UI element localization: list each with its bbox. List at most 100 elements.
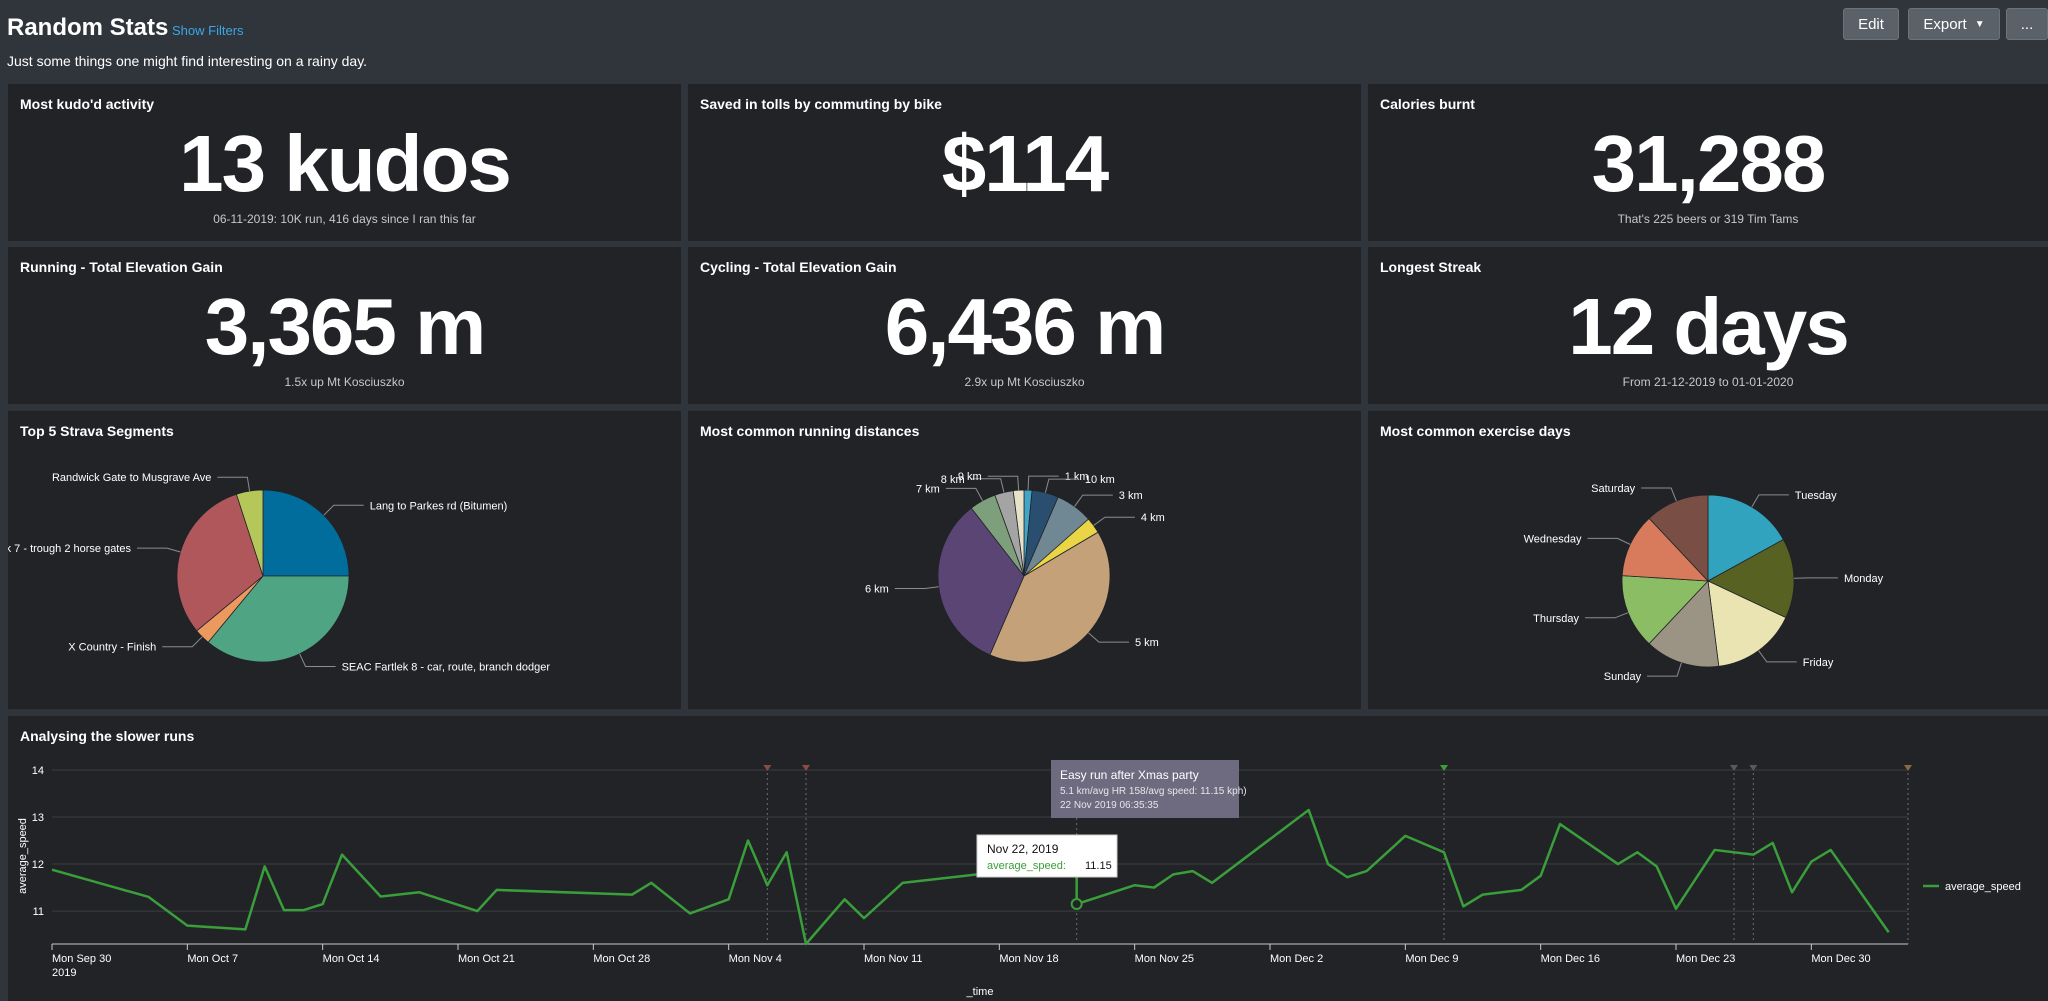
pie-chart-days[interactable]: Tuesday Monday Friday Sunday Thursday Wednesd…: [1368, 411, 2048, 709]
single-value: 31,288: [1591, 119, 1827, 208]
pie-slice[interactable]: [1621, 575, 1709, 645]
pie-chart-segments[interactable]: Lang to Parkes rd (Bitumen) SEAC Fartlek …: [8, 411, 681, 709]
annotation-tooltip-bg: [1051, 760, 1239, 818]
pie-leader-line: [945, 487, 984, 501]
pie-slice[interactable]: [207, 575, 350, 663]
panel-title: Top 5 Strava Segments: [20, 423, 174, 439]
pie-slice[interactable]: [262, 489, 350, 577]
x-tick-label: Mon Nov 18: [999, 953, 1058, 965]
annotation-marker-icon[interactable]: [802, 765, 810, 771]
panel-calories: Calories burnt 31,288 That's 225 beers o…: [1368, 84, 2048, 241]
panel-title: Running - Total Elevation Gain: [20, 259, 223, 275]
panel-most-kudos: Most kudo'd activity 13 kudos 06-11-2019…: [8, 84, 681, 241]
legend[interactable]: average_speed: [1923, 881, 2021, 893]
pie-slice-label: 10 km: [1085, 474, 1115, 486]
pie-slice-label: Sunday: [1604, 671, 1642, 683]
line-chart-average-speed[interactable]: 11 12 13 14 Mon Sep 30 2019 Mon Oct 7 Mon Oct 1…: [8, 716, 2048, 1001]
annotation-tooltip-detail: 5.1 km/avg HR 158/avg speed: 11.15 kph): [1060, 786, 1247, 797]
series-line-average-speed[interactable]: [51, 808, 1890, 946]
pie-leader-line: [1044, 478, 1079, 493]
x-tick-label: Mon Oct 7: [187, 953, 238, 965]
single-value-caption: 06-11-2019: 10K run, 416 days since I ra…: [213, 212, 476, 226]
x-tick-label: Mon Sep 30: [52, 953, 111, 965]
pie-slice[interactable]: [1648, 580, 1720, 668]
y-axis-title: average_speed: [17, 818, 29, 894]
panel-tolls-saved: Saved in tolls by commuting by bike $114: [688, 84, 1361, 241]
annotation-marker-icon[interactable]: [1904, 765, 1912, 771]
dashboard-description: Just some things one might find interest…: [7, 53, 368, 69]
panel-title: Most kudo'd activity: [20, 96, 155, 112]
more-actions-button[interactable]: ...: [2006, 8, 2048, 40]
edit-button[interactable]: Edit: [1843, 8, 1899, 40]
pie-slice-label: X Country - Finish: [68, 642, 156, 654]
annotation-marker-icon[interactable]: [1730, 765, 1738, 771]
pie-slice-label: Friday: [1803, 657, 1834, 669]
export-button[interactable]: Export ▼: [1908, 8, 2000, 40]
hover-tooltip: Nov 22, 2019 average_speed: 11.15: [976, 834, 1118, 878]
pie-slice-label: 4 km: [1141, 512, 1165, 524]
pie-leader-line: [1587, 537, 1631, 545]
pie-slice-label: 8 km: [941, 474, 965, 486]
more-actions-label: ...: [2020, 15, 2034, 33]
panel-exercise-days: Most common exercise days Tuesday Monday F…: [1368, 411, 2048, 709]
panel-running-distances: Most common running distances 1 km 10 km 3…: [688, 411, 1361, 709]
panel-strava-segments: Top 5 Strava Segments Lang to Parkes rd …: [8, 411, 681, 709]
pie-slice-label: Wednesday: [1524, 533, 1582, 545]
pie-slice-label: Randwick Gate to Musgrave Ave: [52, 472, 211, 484]
pie-slice-label: 9 km: [958, 471, 982, 483]
panel-title: Saved in tolls by commuting by bike: [700, 96, 942, 112]
x-tick-label: Mon Oct 21: [458, 953, 515, 965]
pie-leader-line: [894, 586, 939, 590]
pie-slice[interactable]: [176, 493, 264, 632]
pie-slice-label: 7 km: [916, 483, 940, 495]
dashboard-title: Random Stats: [7, 14, 169, 41]
x-tick-sublabel: 2019: [52, 967, 76, 979]
pie-leader-line: [1641, 487, 1677, 502]
legend-label: average_speed: [1945, 881, 2021, 893]
pie-slice[interactable]: [1707, 494, 1784, 582]
show-filters-link[interactable]: Show Filters: [172, 23, 244, 38]
x-tick-label: Mon Nov 11: [864, 953, 923, 965]
panel-title: Most common running distances: [700, 423, 920, 439]
single-value-caption: From 21-12-2019 to 01-01-2020: [1622, 375, 1794, 389]
x-axis-title: _time: [966, 986, 994, 998]
single-value-caption: That's 225 beers or 319 Tim Tams: [1617, 212, 1799, 226]
annotation-marker-icon[interactable]: [1440, 765, 1448, 771]
pie-leader-line: [970, 478, 1005, 493]
annotation-marker-icon[interactable]: [1749, 765, 1758, 771]
single-value: $114: [941, 119, 1110, 208]
pie-slice[interactable]: [235, 489, 264, 577]
pie-slice-label: 5 km: [1135, 637, 1159, 649]
pie-slice[interactable]: [1707, 539, 1795, 619]
pie-leader-line: [162, 636, 203, 648]
pie-leader-line: [299, 653, 336, 667]
pie-leader-line: [1093, 516, 1135, 526]
pie-slice[interactable]: [1648, 494, 1709, 583]
export-button-label: Export: [1923, 15, 1967, 33]
pie-leader-line: [1758, 650, 1797, 663]
annotation-tooltip-title: Easy run after Xmas party: [1060, 768, 1199, 782]
y-tick-label: 12: [32, 859, 44, 871]
pie-slice-label: Thursday: [1533, 613, 1579, 625]
pie-slice[interactable]: [1621, 517, 1709, 582]
hover-tooltip-series: average_speed:: [987, 860, 1066, 872]
x-tick-label: Mon Nov 25: [1135, 953, 1194, 965]
single-value: 12 days: [1568, 282, 1850, 371]
panel-cycling-elevation: Cycling - Total Elevation Gain 6,436 m 2…: [688, 247, 1361, 404]
annotation-marker-icon[interactable]: [763, 765, 772, 771]
hover-point[interactable]: [1070, 898, 1083, 911]
hover-tooltip-value: 11.15: [1085, 860, 1112, 872]
hover-tooltip-date: Nov 22, 2019: [987, 842, 1059, 856]
pie-leader-line: [1647, 662, 1682, 677]
single-value-caption: 2.9x up Mt Kosciuszko: [964, 375, 1085, 389]
pie-leader-line: [323, 504, 364, 516]
pie-leader-line: [1027, 475, 1059, 491]
panel-running-elevation: Running - Total Elevation Gain 3,365 m 1…: [8, 247, 681, 404]
panel-title: Most common exercise days: [1380, 423, 1571, 439]
y-tick-label: 14: [32, 765, 44, 777]
pie-slice-label: 3 km: [1119, 490, 1143, 502]
y-tick-label: 11: [33, 906, 44, 918]
panel-title: Longest Streak: [1380, 259, 1482, 275]
panel-slower-runs: Analysing the slower runs 11 12 13 14 Mon Se…: [8, 716, 2048, 1001]
